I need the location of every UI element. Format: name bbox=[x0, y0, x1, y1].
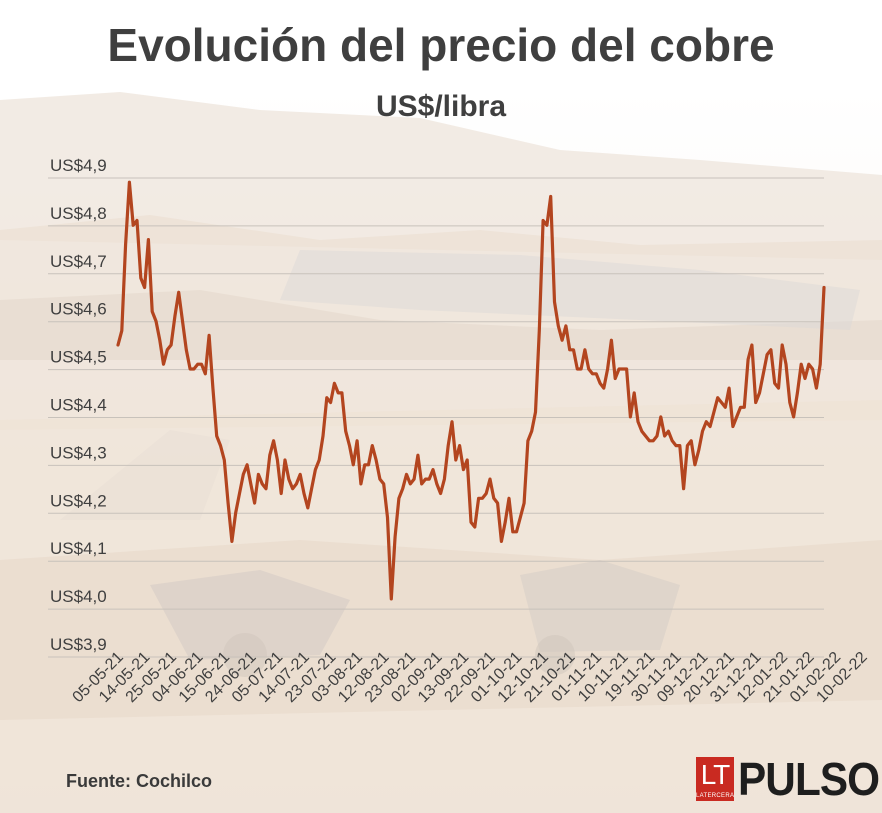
pulso-logo: LT LATERCERA PULSO bbox=[696, 753, 882, 805]
series-line bbox=[116, 180, 826, 601]
y-tick-label: US$4,6 bbox=[50, 300, 107, 319]
y-tick-label: US$4,2 bbox=[50, 491, 107, 510]
y-tick-label: US$4,5 bbox=[50, 348, 107, 367]
y-tick-label: US$4,8 bbox=[50, 204, 107, 223]
y-tick-label: US$4,3 bbox=[50, 443, 107, 462]
logo-brand-text: PULSO bbox=[738, 753, 880, 805]
chart-title: Evolución del precio del cobre bbox=[107, 19, 775, 71]
y-tick-label: US$3,9 bbox=[50, 635, 107, 654]
y-tick-label: US$4,4 bbox=[50, 396, 107, 415]
logo-lt-letters: LT bbox=[700, 759, 731, 790]
logo-lt-small-text: LATERCERA bbox=[696, 793, 735, 799]
y-tick-label: US$4,0 bbox=[50, 587, 107, 606]
y-tick-label: US$4,1 bbox=[50, 539, 107, 558]
y-tick-label: US$4,9 bbox=[50, 156, 107, 175]
source-note: Fuente: Cochilco bbox=[66, 771, 213, 791]
chart-subtitle: US$/libra bbox=[375, 90, 507, 123]
y-tick-label: US$4,7 bbox=[50, 252, 107, 271]
la-tercera-logo: LT LATERCERA bbox=[696, 757, 734, 801]
